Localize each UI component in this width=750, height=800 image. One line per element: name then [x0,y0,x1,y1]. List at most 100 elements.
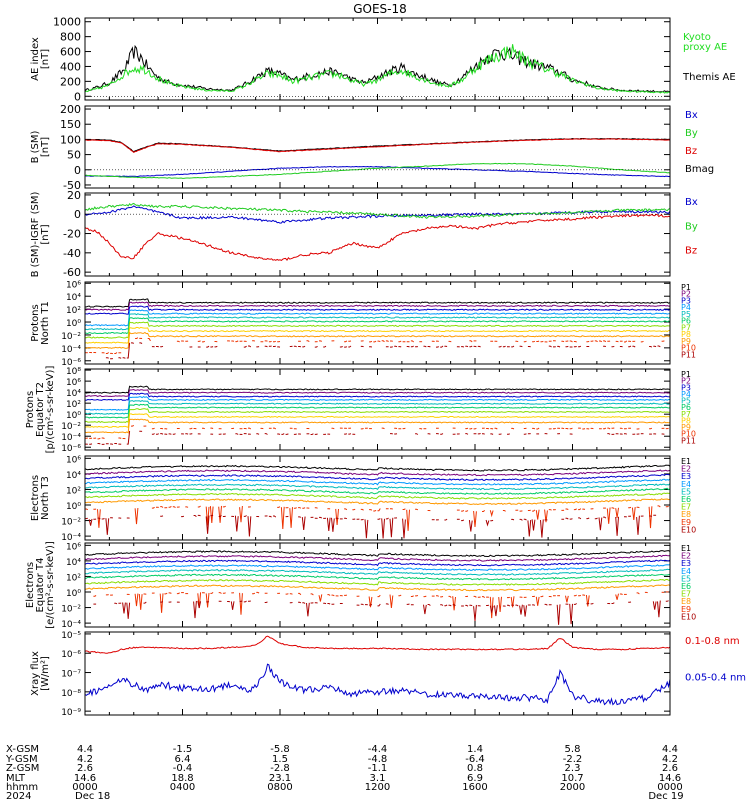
legend-entry: E8 [681,510,691,519]
series-segment-E9 [565,508,569,510]
series-segment-E9 [657,505,661,508]
series-segment-E10 [377,603,381,607]
series-segment-E9 [398,594,402,597]
series-segment-E9 [168,592,172,594]
series-group [85,464,670,539]
ephemeris-value: 3.1 [370,773,386,784]
series-line-E2 [85,554,670,562]
series-segment-P10 [381,340,385,343]
ephemeris-value: 10.7 [561,773,583,784]
series-segment-E9 [138,593,143,610]
series-segment-P11 [440,433,444,435]
legend-entry: Bx [685,110,698,121]
series-segment-E9 [636,592,640,595]
y-tick-label: 10⁻⁴ [61,620,81,630]
series-line-E7 [85,578,670,586]
series-segment-P10 [189,427,193,430]
legend-entry: Bz [685,146,697,157]
series-segment-E9 [402,508,406,510]
y-tick-label: 10² [66,306,81,316]
series-segment-P11 [302,345,306,348]
series-segment-E9 [298,507,302,509]
ephemeris-value: 1600 [462,782,487,793]
series-line-P1 [85,298,670,308]
y-tick-label: 10⁰ [66,589,81,599]
series-segment-E9 [277,506,281,508]
y-tick-label: 10⁻⁷ [61,670,81,680]
series-segment-E10 [448,604,452,607]
y-axis-label: Electrons Equator T4 [e/(cm²-s-sr-keV)] [25,541,56,629]
series-segment-E10 [573,603,577,605]
series-segment-E9 [159,593,164,613]
series-segment-E10 [218,515,222,517]
legend-entry: E9 [681,605,691,614]
series-segment-E9 [482,510,486,512]
series-segment-E9 [344,508,348,511]
series-segment-E9 [360,508,364,511]
series-segment-P11 [256,433,260,435]
series-line-E5 [85,568,670,576]
ephemeris-value: 0000 [72,782,97,793]
series-segment-E10 [519,518,523,521]
y-tick-label: 10⁶ [66,280,81,290]
y-tick-label: -60 [63,266,81,279]
ephemeris-value: -2.2 [563,754,583,765]
series-segment-E9 [573,508,577,511]
series-segment-E9 [172,506,176,509]
series-segment-E9 [209,506,214,524]
series-segment-P10 [135,337,139,339]
y-tick-label: -20 [63,228,81,241]
legend-entry: Themis AE [682,72,736,83]
y-tick-label: 10⁻⁴ [61,533,81,543]
series-line-E4 [85,478,670,486]
y-tick-label: 200 [60,103,81,116]
y-axis-label-line: [e/(cm²-s-sr-keV)] [45,541,56,629]
series-segment-E10 [636,515,640,535]
series-segment-P10 [398,340,402,343]
series-segment-P10 [532,340,536,343]
ephemeris-value: 18.8 [171,773,193,784]
y-tick-label: 50 [67,149,81,162]
y-tick-label: 150 [60,118,81,131]
legend-entry: P8 [681,416,691,425]
series-segment-E9 [373,509,377,512]
series-segment-E10 [523,605,527,617]
ephemeris-row-label: MLT [6,773,26,784]
y-axis-label: Electrons North T3 [30,475,51,521]
series-segment-P10 [235,340,239,343]
series-segment-E10 [565,517,569,520]
y-tick-label: -50 [63,179,81,192]
legend-entry: P1 [681,370,691,379]
series-segment-P11 [465,433,469,435]
plot-title: GOES-18 [353,2,407,16]
series-segment-E9 [239,592,243,615]
series-line-Bx [85,205,670,224]
y-tick-label: 10⁻⁵ [61,631,81,641]
series-segment-E10 [193,515,197,517]
series-segment-E10 [531,519,536,531]
series-segment-E10 [369,604,373,606]
series-segment-E9 [239,505,243,523]
y-axis-label-line: North T1 [40,301,51,345]
y-tick-label: 10⁴ [66,293,81,303]
series-line-E7 [85,492,670,500]
y-axis-label-line: Equator T4 [35,558,46,613]
panel-frame [84,105,671,189]
y-axis-label-line: [nT] [40,137,51,157]
series-segment-E10 [327,603,331,605]
series-segment-E10 [243,600,247,603]
series-group [85,635,670,706]
y-tick-label: 10⁶ [66,378,81,388]
legend-entry: P3 [681,383,691,392]
series-segment-E9 [197,505,201,508]
series-segment-E10 [440,604,444,606]
series-segment-E9 [352,508,356,511]
series-segment-E9 [310,593,314,596]
series-segment-P11 [139,342,143,344]
series-segment-P10 [594,340,598,343]
y-tick-label: 800 [60,31,81,44]
series-segment-E10 [540,519,544,538]
series-segment-P11 [160,345,164,348]
series-segment-E9 [293,507,297,509]
